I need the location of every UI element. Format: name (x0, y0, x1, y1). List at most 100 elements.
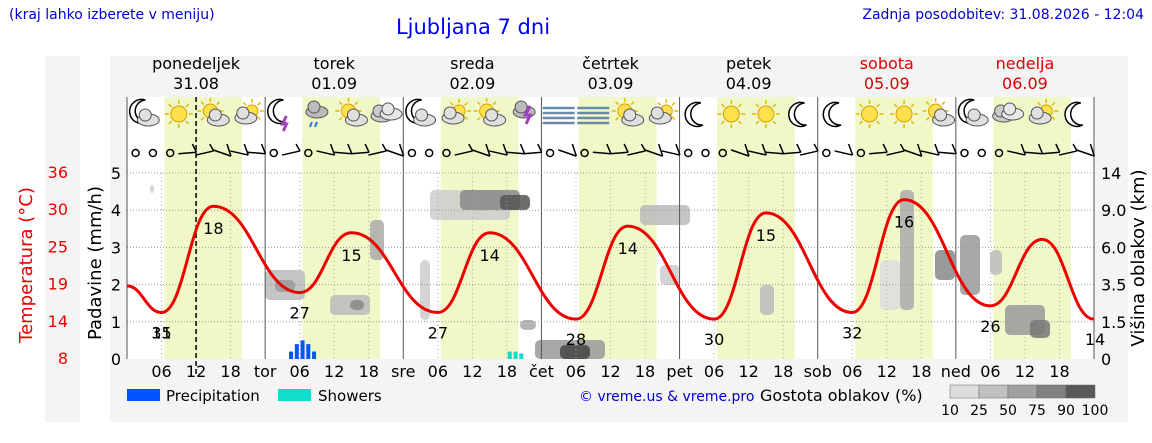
wind-barb-tick (1089, 143, 1096, 157)
cloud-density-swatch (1065, 384, 1096, 399)
wind-barb-tick (364, 143, 370, 153)
cloud-shape (650, 106, 664, 120)
wind-barb (1058, 150, 1078, 156)
wind-calm-marker (131, 148, 140, 158)
wind-barb-tick (744, 143, 750, 157)
hour-tick-label: 06 (289, 362, 309, 381)
sun-ray (242, 101, 247, 106)
sun-ray (737, 103, 742, 108)
moon-icon (822, 101, 842, 128)
moon-storm-icon (266, 98, 289, 132)
cloud-sun-icon (441, 99, 472, 125)
temperature-label: 27 (428, 324, 448, 343)
shower-bar (519, 353, 524, 359)
cloud-height-tick-label: 6.0 (1101, 238, 1126, 257)
cloud-density-swatch (1007, 384, 1038, 399)
sun-disc (895, 105, 913, 123)
temperature-label: 27 (289, 304, 309, 323)
daylight-band (716, 97, 795, 359)
cloud-sun-icon (234, 99, 264, 125)
cloud-height-axis-title: Višina oblakov (km) (1128, 169, 1149, 346)
temperature-label: 15 (756, 226, 776, 245)
hour-tick-label: 12 (1015, 362, 1035, 381)
cloud-shape (208, 108, 222, 122)
hour-tick-label: 18 (359, 362, 379, 381)
rain-drops (309, 121, 318, 128)
sun-ray (200, 116, 205, 121)
moon-icon (684, 101, 704, 128)
temperature-tick-label: 30 (48, 200, 68, 219)
moon-icon (788, 101, 807, 128)
wind-barb-tick (537, 143, 543, 153)
cloud-shape (514, 100, 528, 114)
sun-disc (722, 105, 740, 123)
wind-barb-tick (347, 143, 353, 155)
cloud-density-step: 50 (999, 403, 1017, 419)
cloud-shape (967, 108, 981, 122)
wind-calm-marker (148, 148, 158, 158)
hour-tick-label: 18 (911, 362, 931, 381)
sun-ray (876, 103, 880, 108)
hour-tick-label: 06 (566, 362, 586, 381)
sun-icon (717, 100, 746, 128)
day-name: sobota (860, 54, 914, 73)
cloud-density-step: 10 (941, 403, 959, 419)
temperature-axis-title: Temperatura (°C) (16, 187, 37, 344)
wind-barb-tick (485, 143, 491, 157)
day-date: 02.09 (449, 74, 495, 93)
wind-barb-tick (519, 143, 526, 155)
sun-ray (755, 120, 760, 125)
sun-ray (615, 101, 619, 106)
sun-ray (338, 101, 343, 106)
precip-tick-label: 5 (111, 164, 121, 183)
wind-barb-tick (1037, 143, 1044, 155)
cloud-density-area (150, 185, 154, 193)
cloud-rain-icon (305, 100, 329, 128)
day-date: 03.09 (588, 74, 634, 93)
sun-ray (354, 101, 359, 106)
cloud-shape (623, 108, 637, 122)
sun-ray (893, 103, 898, 108)
wind-barb (471, 149, 491, 157)
temperature-label: 26 (980, 317, 1000, 336)
showers-legend-swatch (278, 389, 311, 401)
sun-ray (671, 116, 676, 121)
sun-ray (1051, 101, 1056, 106)
hour-tick-label: 12 (600, 362, 620, 381)
precipitation-bar (294, 344, 299, 359)
cloud-density-swatch (949, 384, 980, 399)
sun-ray (772, 120, 777, 125)
cloud-density-area (560, 345, 590, 359)
precipitation-legend-swatch (127, 389, 160, 401)
sun-ray (168, 120, 173, 125)
wind-barb (610, 151, 629, 155)
hour-tick-label: 18 (497, 362, 517, 381)
wind-barb-tick (778, 143, 785, 155)
fog-icon (577, 106, 610, 125)
wind-barb-tick (675, 143, 681, 156)
cloud-shape (415, 108, 429, 122)
wind-barb (1041, 151, 1060, 155)
wind-barb (782, 151, 801, 155)
cloud-density-area (640, 205, 690, 225)
wind-barb-tick (813, 143, 819, 152)
cloud-shape (307, 100, 321, 114)
moon-shape (788, 101, 807, 128)
sun-ray (185, 103, 190, 108)
precipitation-legend-label: Precipitation (166, 387, 260, 405)
daylight-band (440, 97, 519, 359)
cloud-sun-icon (1028, 99, 1059, 125)
precip-tick-label: 0 (111, 350, 121, 369)
wind-calm-marker (165, 148, 175, 158)
precip-tick-label: 4 (111, 201, 121, 220)
sun-cloud-icon (335, 98, 368, 127)
precipitation-bar (289, 351, 294, 359)
wind-barb (869, 151, 888, 155)
cloud-density-step: 25 (970, 403, 988, 419)
sun-ray (216, 101, 221, 106)
cloud-density-area (500, 195, 530, 210)
sun-ray (772, 103, 777, 108)
hour-tick-label: 06 (842, 362, 862, 381)
wind-barb (799, 150, 819, 156)
